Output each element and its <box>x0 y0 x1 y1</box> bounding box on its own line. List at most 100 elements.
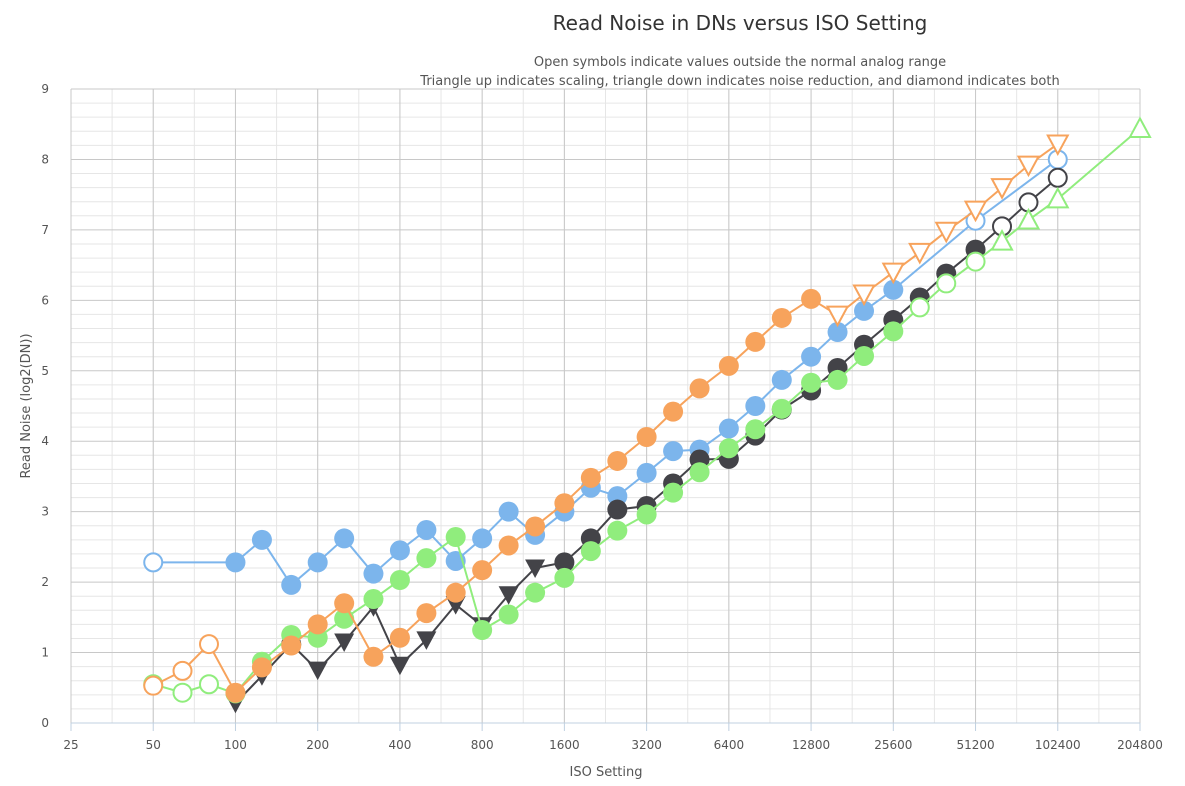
y-tick-label: 1 <box>41 646 49 660</box>
data-point[interactable] <box>936 273 957 294</box>
data-point[interactable] <box>990 178 1014 200</box>
data-point[interactable] <box>607 499 628 520</box>
data-point[interactable] <box>389 569 410 590</box>
x-tick-label: 400 <box>388 738 411 752</box>
data-point[interactable] <box>771 398 792 419</box>
data-point[interactable] <box>416 548 437 569</box>
data-point[interactable] <box>334 593 355 614</box>
data-point[interactable] <box>1016 207 1041 230</box>
data-point[interactable] <box>718 355 739 376</box>
data-point[interactable] <box>883 279 904 300</box>
data-point[interactable] <box>689 378 710 399</box>
data-point[interactable] <box>663 401 684 422</box>
data-point[interactable] <box>334 633 355 652</box>
data-point[interactable] <box>525 516 546 537</box>
data-point[interactable] <box>636 426 657 447</box>
data-point[interactable] <box>771 307 792 328</box>
data-point[interactable] <box>143 675 164 696</box>
data-point[interactable] <box>143 552 164 573</box>
data-point[interactable] <box>363 563 384 584</box>
data-point[interactable] <box>416 631 437 650</box>
data-point[interactable] <box>718 438 739 459</box>
data-point[interactable] <box>909 297 930 318</box>
data-point[interactable] <box>251 529 272 550</box>
data-point[interactable] <box>689 462 710 483</box>
data-point[interactable] <box>881 262 905 285</box>
data-point[interactable] <box>307 661 328 681</box>
data-point[interactable] <box>636 462 657 483</box>
data-point[interactable] <box>307 614 328 635</box>
data-point[interactable] <box>990 229 1014 251</box>
data-point[interactable] <box>472 528 493 549</box>
data-point[interactable] <box>554 552 575 573</box>
data-point[interactable] <box>963 200 988 223</box>
data-point[interactable] <box>854 345 875 366</box>
y-tick-label: 6 <box>41 293 49 307</box>
data-point[interactable] <box>172 682 193 703</box>
data-point[interactable] <box>908 242 932 265</box>
data-point[interactable] <box>416 519 437 540</box>
data-point[interactable] <box>745 419 766 440</box>
data-point[interactable] <box>445 582 466 603</box>
data-point[interactable] <box>281 574 302 595</box>
y-tick-label: 7 <box>41 223 49 237</box>
data-point[interactable] <box>934 221 958 244</box>
data-point[interactable] <box>389 656 410 676</box>
data-point[interactable] <box>472 560 493 581</box>
data-point[interactable] <box>827 322 848 343</box>
data-point[interactable] <box>1046 134 1070 157</box>
data-point[interactable] <box>525 559 546 579</box>
data-point[interactable] <box>1016 155 1041 178</box>
data-point[interactable] <box>801 372 822 393</box>
x-tick-label: 6400 <box>714 738 745 752</box>
data-point[interactable] <box>498 501 519 522</box>
data-point[interactable] <box>718 418 739 439</box>
data-point[interactable] <box>472 620 493 641</box>
y-tick-label: 0 <box>41 716 49 730</box>
data-point[interactable] <box>251 657 272 678</box>
data-point[interactable] <box>825 305 850 328</box>
data-point[interactable] <box>498 586 519 605</box>
data-point[interactable] <box>554 493 575 514</box>
data-point[interactable] <box>363 646 384 667</box>
data-point[interactable] <box>801 346 822 367</box>
data-point[interactable] <box>225 682 246 703</box>
data-point[interactable] <box>281 635 302 656</box>
data-point[interactable] <box>745 396 766 416</box>
data-point[interactable] <box>554 567 575 588</box>
data-point[interactable] <box>771 369 792 390</box>
data-point[interactable] <box>636 504 657 525</box>
data-point[interactable] <box>965 251 986 272</box>
data-point[interactable] <box>745 331 766 352</box>
data-point[interactable] <box>172 660 193 681</box>
data-point[interactable] <box>580 541 601 562</box>
data-point[interactable] <box>307 552 328 573</box>
data-point[interactable] <box>225 552 246 573</box>
data-point[interactable] <box>198 634 219 655</box>
data-point[interactable] <box>525 582 546 603</box>
data-point[interactable] <box>801 288 822 309</box>
data-point[interactable] <box>854 300 875 321</box>
data-point[interactable] <box>498 535 519 556</box>
data-point[interactable] <box>580 467 601 488</box>
data-point[interactable] <box>198 674 219 695</box>
data-point[interactable] <box>607 450 628 471</box>
data-point[interactable] <box>1046 186 1070 209</box>
data-point[interactable] <box>498 604 519 625</box>
data-point[interactable] <box>607 520 628 541</box>
data-point[interactable] <box>445 527 466 548</box>
data-point[interactable] <box>883 321 904 342</box>
data-point[interactable] <box>416 603 437 624</box>
data-point[interactable] <box>334 528 355 549</box>
data-point[interactable] <box>389 627 410 648</box>
data-point[interactable] <box>1128 116 1152 138</box>
data-point[interactable] <box>827 369 848 390</box>
series-layer <box>143 116 1152 714</box>
data-point[interactable] <box>663 482 684 503</box>
data-point[interactable] <box>389 540 410 561</box>
data-point[interactable] <box>663 441 684 462</box>
data-point[interactable] <box>852 284 876 307</box>
data-point[interactable] <box>363 589 384 610</box>
data-point[interactable] <box>1047 167 1068 188</box>
